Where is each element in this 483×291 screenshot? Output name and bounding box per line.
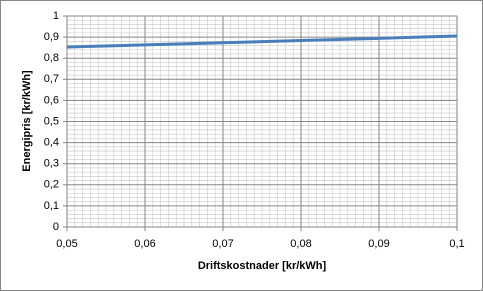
y-tick-label: 0,2 bbox=[44, 179, 59, 191]
y-tick-label: 0,1 bbox=[44, 200, 59, 212]
y-tick-label: 0 bbox=[53, 221, 59, 233]
x-tick-label: 0,05 bbox=[56, 238, 77, 250]
x-tick-label: 0,07 bbox=[212, 238, 233, 250]
y-tick-label: 0,6 bbox=[44, 94, 59, 106]
x-tick-label: 0,09 bbox=[368, 238, 389, 250]
y-tick-label: 0,8 bbox=[44, 52, 59, 64]
y-tick-label: 0,4 bbox=[44, 137, 59, 149]
grid bbox=[66, 15, 458, 228]
data-line bbox=[66, 34, 458, 49]
y-tick-label: 1 bbox=[53, 10, 59, 22]
x-tick-label: 0,08 bbox=[290, 238, 311, 250]
x-axis-title: Driftskostnader [kr/kWh] bbox=[198, 260, 327, 272]
x-tick-label: 0,06 bbox=[134, 238, 155, 250]
y-tick-label: 0,5 bbox=[44, 115, 59, 127]
x-tick-label: 0,1 bbox=[449, 238, 464, 250]
y-tick-label: 0,7 bbox=[44, 73, 59, 85]
y-axis-title: Energipris [kr/kWh] bbox=[21, 70, 33, 172]
plot-border bbox=[66, 15, 458, 228]
y-tick-label: 0,9 bbox=[44, 31, 59, 43]
y-tick-label: 0,3 bbox=[44, 158, 59, 170]
